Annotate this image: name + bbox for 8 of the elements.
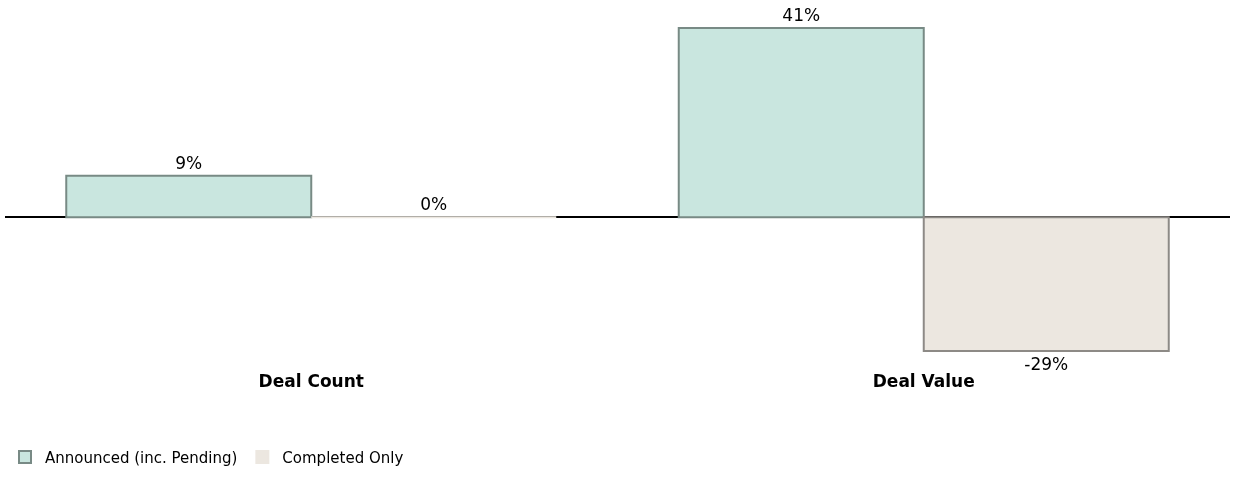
x-tick-label: Deal Count (258, 371, 364, 391)
x-tick-label: Deal Value (872, 371, 975, 391)
data-label: -29% (1024, 354, 1069, 375)
legend-label: Completed Only (282, 448, 404, 467)
legend-label: Announced (inc. Pending) (45, 448, 238, 467)
data-label: 0% (420, 194, 448, 215)
data-label: 41% (782, 4, 821, 25)
data-label: 9% (175, 152, 203, 173)
